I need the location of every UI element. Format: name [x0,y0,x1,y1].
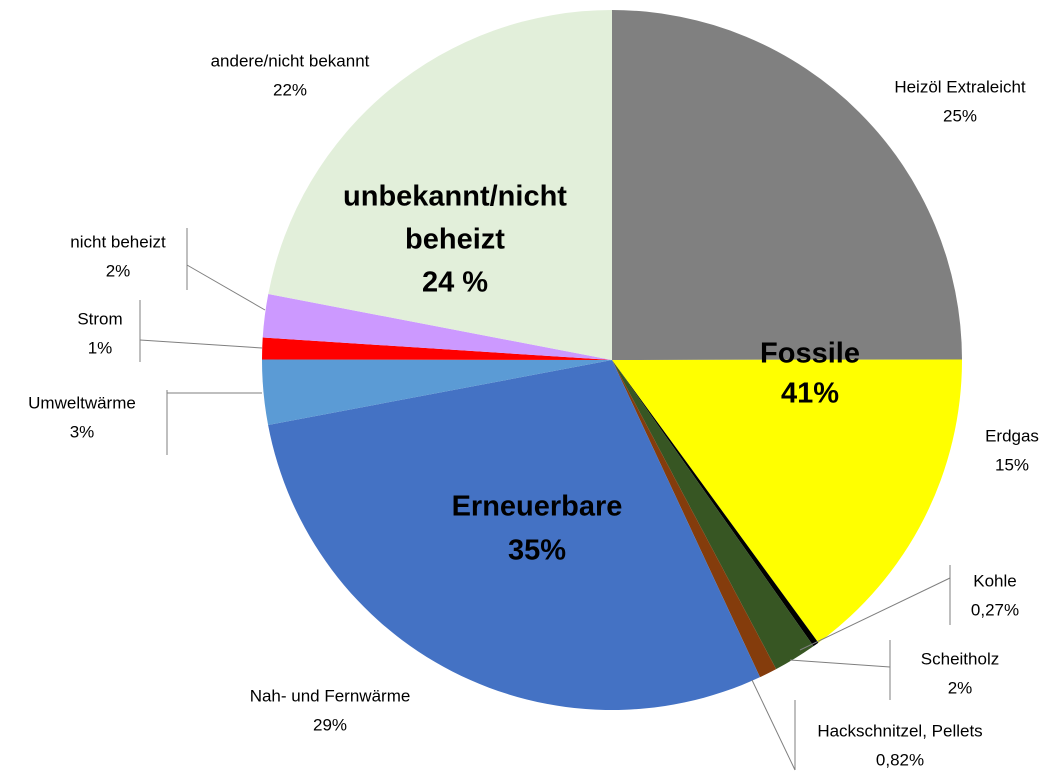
category-label: Hackschnitzel, Pellets [817,721,982,740]
group-label: 35% [508,535,566,567]
value-label: 2% [948,678,973,697]
category-label: Umweltwärme [28,393,136,412]
pie-slice [261,359,612,426]
group-label: 24 % [422,267,488,299]
group-label: beheizt [405,224,505,256]
pie-slice [268,10,612,360]
pie-slice [262,293,612,360]
category-label: nicht beheizt [70,232,166,251]
value-label: 29% [313,715,347,734]
leader-lines [139,228,951,771]
value-label: 3% [70,422,95,441]
value-label: 15% [995,455,1029,474]
category-label: Strom [77,309,122,328]
pie-slice [612,360,819,647]
value-label: 1% [88,338,113,357]
group-label: Fossile [760,338,860,370]
pie-slice [612,10,962,360]
leader-line [789,659,891,668]
category-label: andere/nicht bekannt [211,51,370,70]
category-label: Erdgas [985,426,1039,445]
value-label: 25% [943,106,977,125]
group-label: Erneuerbare [452,491,623,523]
category-label: Kohle [973,571,1016,590]
leader-line [139,339,263,349]
category-label: Scheitholz [921,649,999,668]
group-label: 41% [781,378,839,410]
leader-line [186,264,266,311]
category-label: Nah- und Fernwärme [250,686,411,705]
pie-slice [262,337,612,360]
category-label: Heizöl Extraleicht [894,77,1026,96]
value-label: 0,27% [971,600,1019,619]
leader-line [751,679,796,771]
value-label: 0,82% [876,750,924,769]
value-label: 2% [106,261,131,280]
group-label: unbekannt/nicht [343,181,567,213]
pie-slice [612,360,777,678]
pie-slice [612,360,814,670]
leader-line [799,577,951,651]
slices [261,10,962,711]
pie-slice [612,359,962,643]
pie-slice [268,360,761,711]
value-label: 22% [273,80,307,99]
